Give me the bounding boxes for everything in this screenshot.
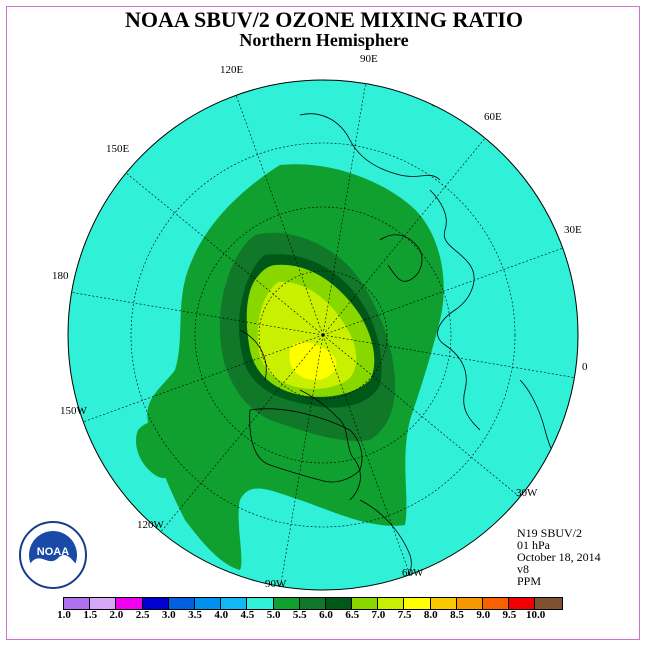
longitude-label-group: 90E 60E 30E 0 30W 60W 90W 120W 150W 180 … — [52, 53, 588, 590]
colorbar-tick-9: 5.5 — [292, 609, 307, 621]
lon-150e: 150E — [106, 143, 130, 155]
units-label: PPM — [517, 574, 542, 588]
colorbar-swatch-15 — [456, 598, 483, 609]
colorbar-tick-2: 2.0 — [109, 609, 124, 621]
instrument-label: N19 SBUV/2 — [517, 526, 583, 540]
noaa-logo-text: NOAA — [37, 546, 69, 558]
map-info: N19 SBUV/2 01 hPa October 18, 2014 v8 PP… — [517, 527, 601, 587]
lon-150w: 150W — [60, 405, 88, 417]
colorbar-tick-15: 8.5 — [450, 609, 464, 621]
colorbar-swatch-18 — [535, 598, 562, 609]
lon-60e: 60E — [484, 111, 502, 123]
colorbar-tick-1: 1.5 — [83, 609, 98, 621]
colorbar-tick-4: 3.0 — [161, 609, 176, 621]
colorbar-swatch-4 — [168, 598, 195, 609]
colorbar-tick-0: 1.0 — [57, 609, 71, 621]
colorbar-swatch-3 — [142, 598, 169, 609]
colorbar-tick-12: 7.0 — [371, 609, 386, 621]
graticule — [68, 80, 578, 590]
colorbar-swatch-9 — [299, 598, 326, 609]
colorbar-tick-11: 6.5 — [345, 609, 360, 621]
lon-120e: 120E — [220, 64, 244, 76]
lon-30w: 30W — [516, 487, 538, 499]
colorbar-tick-6: 4.0 — [214, 609, 229, 621]
pressure-level-label: 01 hPa — [517, 538, 550, 552]
colorbar-swatch-6 — [221, 598, 248, 609]
colorbar-ticks: 1.0 1.5 2.0 2.5 3.0 3.5 4.0 4.5 5.0 5.5 6.0 6.5 7.0 7… — [0, 609, 648, 623]
colorbar-swatch-8 — [273, 598, 300, 609]
colorbar-tick-14: 8.0 — [423, 609, 438, 621]
field-5-0-patch — [135, 421, 181, 479]
lon-90w: 90W — [265, 578, 287, 590]
lon-60w: 60W — [402, 567, 424, 579]
colorbar-swatch-16 — [483, 598, 510, 609]
lon-0: 0 — [582, 361, 588, 373]
colorbar-tick-16: 9.0 — [476, 609, 491, 621]
colorbar-swatch-2 — [116, 598, 143, 609]
colorbar-tick-10: 6.0 — [319, 609, 333, 621]
lon-30e: 30E — [564, 224, 582, 236]
colorbar-tick-5: 3.5 — [188, 609, 202, 621]
colorbar-swatch-5 — [194, 598, 222, 609]
colorbar-swatch-11 — [352, 598, 379, 609]
colorbar-swatch-1 — [90, 598, 117, 609]
colorbar-tick-8: 5.0 — [266, 609, 281, 621]
colorbar-swatch-12 — [378, 598, 405, 609]
colorbar-swatch-7 — [247, 598, 274, 609]
colorbar-swatch-0 — [64, 598, 91, 609]
colorbar-tick-17: 9.5 — [502, 609, 517, 621]
noaa-logo: NOAA — [18, 520, 88, 590]
version-label: v8 — [517, 562, 529, 576]
image-frame — [6, 6, 640, 640]
colorbar — [63, 597, 563, 610]
lon-90e: 90E — [360, 53, 378, 65]
date-label: October 18, 2014 — [517, 550, 601, 564]
colorbar-swatch-13 — [404, 598, 431, 609]
colorbar-swatch-14 — [430, 598, 457, 609]
colorbar-swatch-10 — [325, 598, 353, 609]
colorbar-tick-18: 10.0 — [525, 609, 546, 621]
lon-180: 180 — [52, 270, 69, 282]
map-title: NOAA SBUV/2 OZONE MIXING RATIO — [124, 7, 524, 32]
map-boundary — [67, 79, 579, 591]
colorbar-tick-13: 7.5 — [397, 609, 412, 621]
map-subtitle: Northern Hemisphere — [239, 30, 409, 50]
colorbar-swatch-17 — [509, 598, 536, 609]
field-7-5 — [289, 342, 337, 381]
lon-120w: 120W — [137, 519, 165, 531]
colorbar-tick-7: 4.5 — [240, 609, 255, 621]
colorbar-tick-3: 2.5 — [135, 609, 150, 621]
